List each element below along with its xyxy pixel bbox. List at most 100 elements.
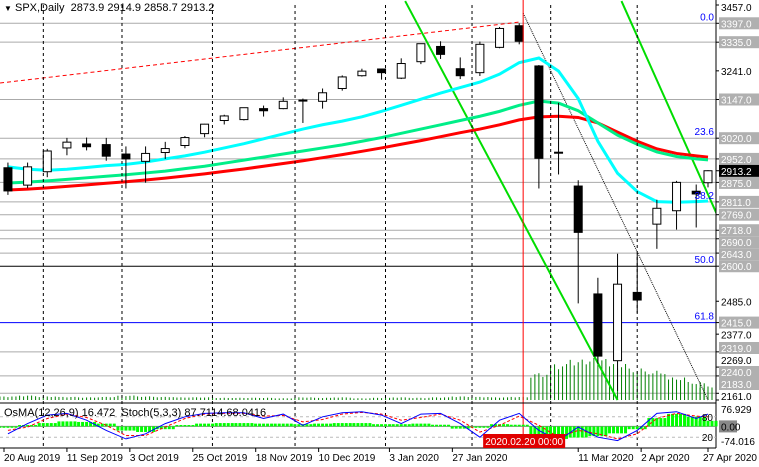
osma-bar — [380, 424, 384, 427]
level-price-label: 2600.0 — [721, 262, 752, 273]
osma-bar — [175, 425, 179, 427]
current-price-label: 2913.2 — [721, 167, 752, 178]
osma-bar — [258, 423, 262, 427]
price-tick-label: 3241.0 — [721, 67, 752, 78]
time-tick-label: 27 Jan 2020 — [452, 453, 507, 464]
trendline-green — [404, 0, 619, 401]
osma-bar — [423, 423, 427, 427]
candle-body — [239, 107, 249, 121]
time-tick-label: 27 Apr 2020 — [703, 453, 757, 464]
osma-bar — [144, 426, 148, 432]
candle-body — [200, 123, 210, 135]
level-price-label: 3335.0 — [721, 38, 752, 49]
osma-bar — [329, 423, 333, 427]
osma-bar — [643, 426, 647, 430]
osma-bar — [450, 426, 454, 429]
trendline-green — [620, 0, 716, 215]
indicator-title: OsMA(12,26,9) 16.472 Stoch(5,3,3) 87.711… — [4, 407, 266, 419]
moving-average-ma_mid — [7, 99, 709, 185]
fib-label: 23.6 — [695, 127, 715, 138]
candle-body — [534, 65, 544, 159]
osma-bar — [199, 423, 203, 427]
time-tick-label: 10 Dec 2019 — [319, 453, 376, 464]
level-price-label-bg — [719, 132, 759, 145]
osma-bar — [277, 423, 281, 427]
level-price-label-bg — [719, 195, 759, 208]
level-price-label: 2240.0 — [721, 368, 752, 379]
candle-body — [219, 115, 229, 122]
candle-body — [377, 68, 387, 74]
osma-bar — [336, 423, 340, 427]
osma-bar — [262, 423, 266, 427]
osma-bar — [132, 426, 136, 431]
osma-bar — [454, 426, 458, 429]
osma-bar — [600, 426, 604, 437]
osma-bar — [195, 423, 199, 427]
stoch-level-label: 80 — [702, 413, 714, 424]
candle-body — [42, 150, 52, 173]
time-tick-label: 11 Sep 2019 — [67, 453, 123, 464]
osma-bar — [439, 424, 443, 427]
price-tick-label: 2377.0 — [721, 331, 752, 342]
osma-bar — [608, 426, 612, 434]
osma-bar — [191, 425, 195, 427]
osma-bar — [325, 423, 329, 427]
candle-body — [62, 141, 72, 149]
osma-bar — [490, 424, 494, 427]
osma-bar — [667, 413, 671, 427]
osma-bar — [419, 423, 423, 427]
level-price-label-bg — [719, 208, 759, 221]
osma-bar — [124, 426, 128, 431]
osma-bar — [136, 426, 140, 432]
osma-bar — [332, 423, 336, 427]
fib-label: 61.8 — [695, 312, 715, 323]
level-price-label-bg — [719, 224, 759, 237]
time-tick-label: 11 Mar 2020 — [578, 453, 634, 464]
osma-bar — [502, 424, 506, 427]
level-price-label: 3397.0 — [721, 19, 752, 30]
osma-bar — [395, 424, 399, 427]
osma-bar — [273, 423, 277, 427]
indicator-max-label: 76.929 — [721, 405, 752, 416]
trendline-red-dashed — [0, 21, 520, 84]
osma-bar — [616, 426, 620, 434]
level-price-label: 2811.0 — [721, 198, 751, 209]
osma-bar — [683, 413, 687, 427]
current-price-label-bg — [719, 164, 759, 177]
osma-bar — [541, 426, 545, 435]
osma-bar — [714, 420, 718, 427]
candle-body — [259, 108, 269, 112]
level-price-label-bg — [719, 378, 759, 390]
level-price-label: 2643.0 — [721, 250, 752, 261]
osma-bar — [376, 424, 380, 427]
osma-bar — [148, 426, 152, 432]
osma-bar — [250, 423, 254, 427]
osma-bar — [443, 424, 447, 427]
candle-body — [101, 144, 111, 157]
level-price-label-bg — [719, 342, 759, 354]
level-price-label-bg — [719, 316, 759, 329]
stoch_signal-line — [7, 411, 709, 440]
osma-bar — [588, 426, 592, 437]
osma-bar — [266, 423, 270, 427]
osma-bar — [179, 425, 183, 427]
level-price-label: 2769.0 — [721, 211, 752, 222]
osma-bar — [494, 424, 498, 427]
osma-bar — [293, 424, 297, 427]
osma-bar — [529, 426, 533, 435]
candle-body — [318, 92, 328, 102]
osma-bar — [167, 426, 171, 430]
osma-bar — [659, 418, 663, 427]
triangle-down-icon[interactable]: ▼ — [4, 4, 12, 13]
indicator-zero-label-bg — [719, 420, 737, 433]
osma-bar — [77, 421, 81, 427]
osma-bar — [270, 423, 274, 427]
level-price-label: 3147.0 — [721, 95, 752, 106]
candle-body — [82, 143, 92, 148]
osma-bar — [624, 426, 628, 434]
candle-body — [691, 190, 701, 195]
osma-bar — [238, 423, 242, 427]
osma-bar — [163, 426, 167, 430]
osma-bar — [580, 426, 584, 438]
